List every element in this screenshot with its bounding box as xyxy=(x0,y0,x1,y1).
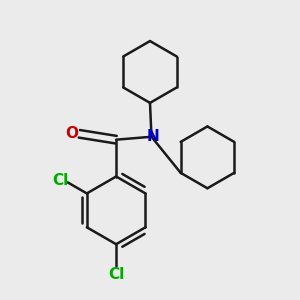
Text: Cl: Cl xyxy=(52,173,68,188)
Text: O: O xyxy=(65,126,79,141)
Text: N: N xyxy=(147,129,159,144)
Text: Cl: Cl xyxy=(108,267,124,282)
